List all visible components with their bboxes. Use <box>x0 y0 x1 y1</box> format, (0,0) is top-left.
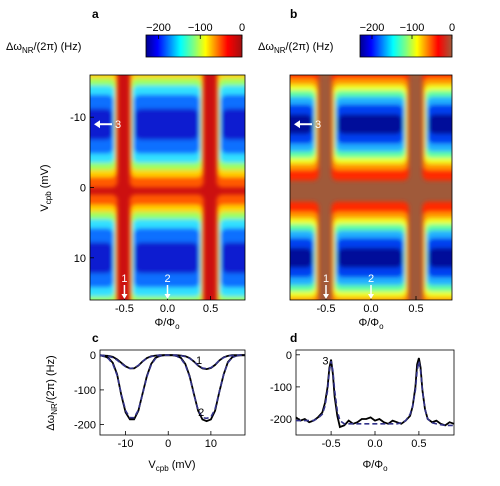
lineplot-c-ytick-label-0: 0 <box>90 350 96 362</box>
colorbar-b-tick-label-1: −100 <box>400 22 425 34</box>
heatmap-a: -0.5 0.0 0.5 -10 0 10 1 2 3 Vcpb (mV) Φ/Φo <box>39 74 246 331</box>
heatmap-b-band-1-layer-6-seg-1 <box>337 247 403 268</box>
heatmap-a-band-0-layer-5-seg-1 <box>134 108 199 140</box>
lineplot-d-xtick-label-0: -0.5 <box>322 438 341 450</box>
heatmap-b-band-1-layer-6-seg-0 <box>290 247 313 268</box>
heatmap-b-xlabel: Φ/Φo <box>358 317 384 331</box>
lineplot-c-curve-label-0: 1 <box>196 355 202 367</box>
heatmap-b-arrow-head <box>294 120 300 129</box>
heatmap-a-band-1-layer-5-seg-1 <box>134 242 199 274</box>
heatmap-b-band-1-layer-6-seg-2 <box>428 247 452 268</box>
colorbar-b-gradient <box>359 34 453 58</box>
heatmap-b-xtick-label-1: 0.0 <box>363 303 378 315</box>
lineplot-c-frame <box>99 349 246 436</box>
heatmap-b-band-0-layer-6-seg-2 <box>428 114 452 135</box>
colorbar-a-gradient <box>145 34 243 58</box>
heatmap-a-ytick-label-2: 10 <box>74 253 86 265</box>
lineplot-d-curve-label-0: 3 <box>322 355 328 367</box>
colorbar-a-tick-label-2: 0 <box>239 22 245 34</box>
lineplot-c-xtick-label-0: -10 <box>118 438 134 450</box>
colorbar-a-label: ΔωNR/(2π) (Hz) <box>6 41 81 55</box>
heatmap-b-band-0-layer-6-seg-1 <box>337 114 403 135</box>
lineplot-d-ytick-label-0: 0 <box>286 350 292 362</box>
heatmap-a-arrow-label: 3 <box>115 119 121 131</box>
lineplot-d-ytick-label-1: -100 <box>270 382 292 394</box>
panel-label-a: a <box>92 7 99 21</box>
heatmap-a-ylabel: Vcpb (mV) <box>39 164 53 211</box>
colorbar-a-tick-label-0: −200 <box>146 22 171 34</box>
lineplot-d-frame <box>295 349 455 436</box>
lineplot-c-curve-label-1: 2 <box>198 407 204 419</box>
lineplot-d-series-1 <box>296 361 454 427</box>
lineplot-c-series-0 <box>99 354 245 423</box>
lineplot-d: -0.5 0.0 0.5 0 -100 -200 3 Φ/Φo <box>270 349 455 473</box>
lineplot-c-xlabel: Vcpb (mV) <box>148 459 195 473</box>
heatmap-a-marker-arrowhead-0 <box>121 294 128 299</box>
heatmap-b-marker-label-0: 1 <box>323 273 329 285</box>
lineplot-c-xtick-label-2: 10 <box>205 438 217 450</box>
lineplot-d-xtick-label-2: 0.5 <box>411 438 426 450</box>
heatmap-b-xtick-label-0: -0.5 <box>317 303 336 315</box>
lineplot-c-xtick-label-1: 0 <box>165 438 171 450</box>
lineplot-c-series-3 <box>99 354 245 370</box>
heatmap-a-xtick-label-2: 0.5 <box>203 303 218 315</box>
heatmap-a-band-1-layer-5-seg-0 <box>90 242 113 274</box>
colorbar-a: ΔωNR/(2π) (Hz) −200 −100 0 <box>6 22 245 58</box>
colorbar-a-tick-label-1: −100 <box>188 22 213 34</box>
heatmap-a-band-0-layer-5-seg-2 <box>221 108 245 140</box>
heatmap-b: -0.5 0.0 0.5 1 2 3 Φ/Φo <box>289 74 453 331</box>
heatmap-a-xlabel: Φ/Φo <box>154 317 180 331</box>
colorbar-b-tick-label-2: 0 <box>449 22 455 34</box>
panel-label-b: b <box>290 7 297 21</box>
heatmap-a-marker-label-0: 1 <box>121 273 127 285</box>
lineplot-c-series-1 <box>99 354 245 420</box>
heatmap-a-xtick-label-0: -0.5 <box>115 303 134 315</box>
heatmap-b-marker-label-1: 2 <box>368 273 374 285</box>
heatmap-b-marker-arrowhead-0 <box>323 294 329 299</box>
heatmap-a-marker-label-1: 2 <box>164 273 170 285</box>
heatmap-a-arrow-head <box>94 120 100 129</box>
heatmap-b-marker-arrowhead-1 <box>368 294 374 299</box>
lineplot-c-ytick-label-2: -200 <box>74 420 96 432</box>
lineplot-d-xtick-label-1: 0.0 <box>367 438 382 450</box>
lineplot-d-xlabel: Φ/Φo <box>362 459 388 473</box>
lineplot-c-ylabel: ΔωNR/(2π) (Hz) <box>45 355 59 430</box>
heatmap-a-marker-arrowhead-1 <box>164 294 171 299</box>
colorbar-b-tick-label-0: −200 <box>360 22 385 34</box>
lineplot-d-ytick-label-2: -200 <box>270 414 292 426</box>
colorbar-b: ΔωNR/(2π) (Hz) −200 −100 0 <box>258 22 455 58</box>
heatmap-a-ytick-label-0: -10 <box>70 112 86 124</box>
heatmap-a-ytick-label-1: 0 <box>80 183 86 195</box>
heatmap-a-band-1-layer-5-seg-2 <box>221 242 245 274</box>
lineplot-c-ytick-label-1: -100 <box>74 385 96 397</box>
colorbar-b-label: ΔωNR/(2π) (Hz) <box>258 41 333 55</box>
panel-label-c: c <box>92 331 99 345</box>
heatmap-b-arrow-label: 3 <box>315 119 321 131</box>
heatmap-a-xtick-label-1: 0.0 <box>160 303 175 315</box>
panel-label-d: d <box>290 331 297 345</box>
heatmap-b-xtick-label-2: 0.5 <box>408 303 423 315</box>
